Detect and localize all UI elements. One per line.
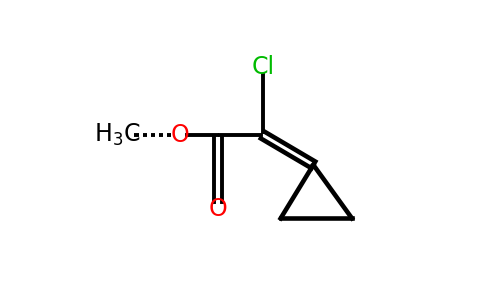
- Text: Cl: Cl: [251, 55, 274, 79]
- Text: H$_3$C: H$_3$C: [94, 122, 140, 148]
- Text: O: O: [209, 197, 227, 221]
- Text: O: O: [170, 123, 189, 147]
